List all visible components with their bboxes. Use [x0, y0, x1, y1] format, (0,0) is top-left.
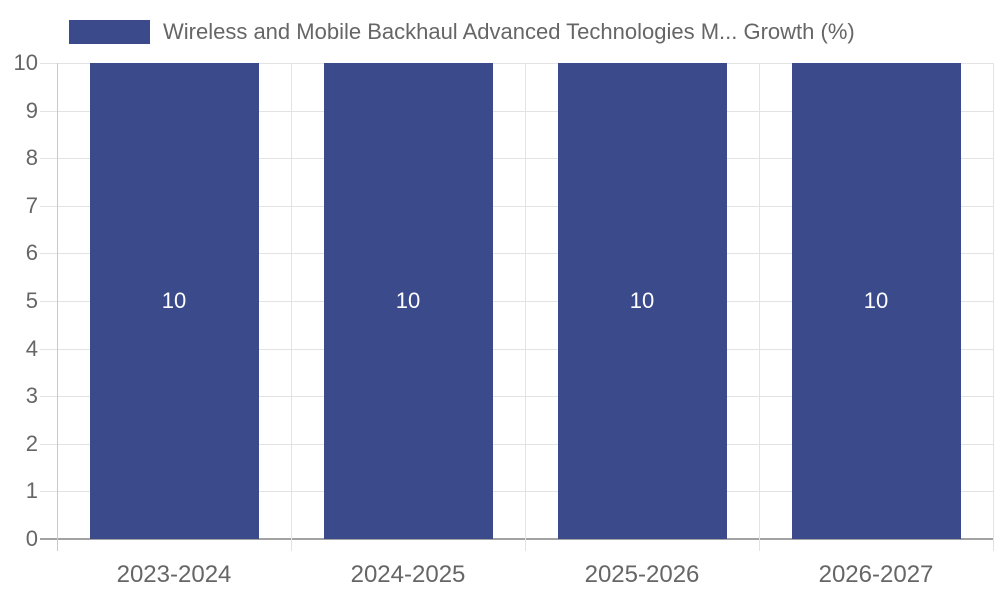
x-axis-line: [40, 538, 993, 540]
y-tick-label: 7: [25, 192, 38, 218]
gridline-vertical: [759, 63, 760, 551]
y-tick-label: 0: [25, 526, 38, 551]
gridline-horizontal: [40, 396, 993, 398]
gridline-horizontal: [40, 443, 993, 445]
y-tick-label: 5: [25, 288, 38, 313]
legend-swatch: [69, 20, 150, 44]
x-tick-label: 2024-2025: [350, 561, 466, 588]
gridline-horizontal: [40, 63, 993, 64]
gridline-horizontal: [40, 205, 993, 207]
x-tick-label: 2026-2027: [818, 561, 934, 588]
bar-value-label: 10: [863, 288, 889, 313]
y-tick-label: 1: [25, 478, 38, 504]
gridline-horizontal: [40, 110, 993, 112]
gridline-horizontal: [40, 158, 993, 160]
bar: [323, 63, 493, 539]
y-tick-label: 3: [25, 383, 38, 409]
y-axis-line: [57, 63, 58, 551]
x-tick-label: 2023-2024: [116, 561, 232, 588]
gridline-horizontal: [40, 348, 993, 350]
legend-label: Wireless and Mobile Backhaul Advanced Te…: [163, 19, 855, 44]
y-tick-label: 10: [13, 50, 38, 75]
bar: [557, 63, 727, 539]
x-tick-label: 2025-2026: [584, 561, 700, 588]
y-tick-label: 8: [25, 145, 38, 171]
y-tick-label: 4: [25, 335, 38, 361]
bar-value-label: 10: [161, 288, 187, 313]
chart-legend[interactable]: Wireless and Mobile Backhaul Advanced Te…: [69, 18, 855, 46]
gridline-horizontal: [40, 491, 993, 493]
bar: [791, 63, 961, 539]
y-tick-label: 6: [25, 240, 38, 266]
y-tick-label: 9: [25, 97, 38, 123]
y-tick-label: 2: [25, 430, 38, 456]
bar: [89, 63, 259, 539]
gridline-vertical: [525, 63, 526, 551]
gridline-vertical: [291, 63, 292, 551]
gridline-vertical: [993, 63, 994, 551]
gridline-horizontal: [40, 253, 993, 255]
bar-value-label: 10: [629, 288, 655, 313]
gridline-horizontal: [40, 301, 993, 302]
bar-value-label: 10: [395, 288, 421, 313]
